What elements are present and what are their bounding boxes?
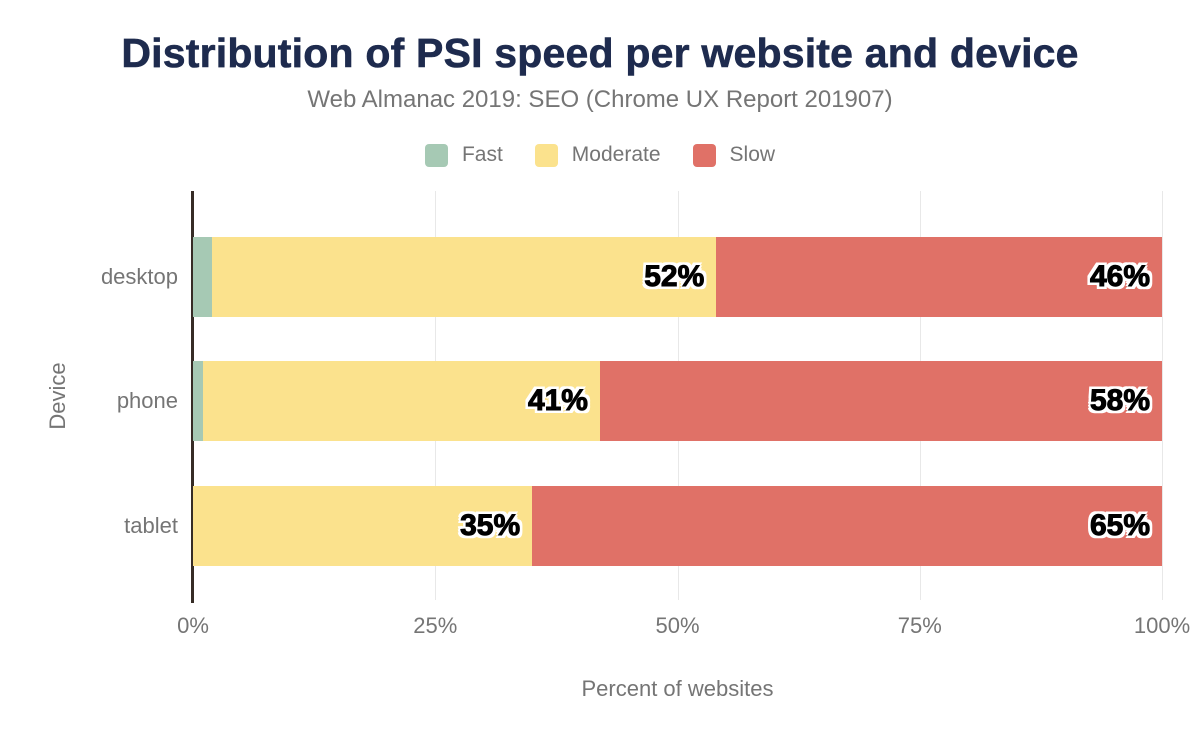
- category-label-desktop: desktop: [100, 264, 178, 289]
- x-tick-label-100pct: 100%: [1133, 613, 1191, 638]
- legend-item-fast: Fast: [424, 143, 503, 167]
- legend-swatch-slow: [692, 143, 716, 167]
- x-tick-label-50pct: 50%: [655, 613, 700, 638]
- bar-row-tablet: 0%35%65%: [193, 486, 1162, 566]
- x-tick-label-75pct: 75%: [897, 613, 942, 638]
- legend-label-moderate: Moderate: [571, 143, 661, 166]
- legend-label-fast: Fast: [461, 143, 503, 166]
- x-axis-title: Percent of websites: [581, 676, 774, 701]
- bar-row-desktop: 2%52%46%: [193, 237, 1162, 317]
- bar-segment-tablet-slow: [532, 486, 1162, 566]
- legend-label-slow: Slow: [729, 143, 776, 166]
- x-tick-label-25pct: 25%: [413, 613, 458, 638]
- gridline-100pct: [1162, 191, 1163, 600]
- bar-segment-phone-moderate: [202, 361, 600, 441]
- bar-row-phone: 1%41%58%: [193, 361, 1162, 441]
- y-axis-title: Device: [45, 362, 70, 430]
- value-label-tablet-moderate: 35%: [460, 509, 521, 543]
- category-label-tablet: tablet: [124, 513, 178, 538]
- legend-swatch-fast: [424, 143, 448, 167]
- value-label-phone-moderate: 41%: [527, 384, 588, 418]
- category-label-phone: phone: [116, 388, 178, 413]
- value-label-desktop-moderate: 52%: [644, 260, 705, 294]
- bar-segment-desktop-slow: [716, 237, 1162, 317]
- plot-area: 2%52%46%1%41%58%0%35%65%: [193, 191, 1163, 600]
- value-label-tablet-slow: 65%: [1089, 509, 1150, 543]
- legend-item-slow: Slow: [692, 143, 776, 167]
- bar-segment-phone-fast: [193, 361, 203, 441]
- bar-segment-desktop-fast: [193, 237, 213, 317]
- value-label-desktop-slow: 46%: [1089, 260, 1150, 294]
- bar-segment-desktop-moderate: [212, 237, 717, 317]
- legend-swatch-moderate: [534, 143, 558, 167]
- value-label-phone-slow: 58%: [1089, 384, 1150, 418]
- chart-subtitle: Web Almanac 2019: SEO (Chrome UX Report …: [307, 86, 893, 113]
- chart-title: Distribution of PSI speed per website an…: [121, 30, 1079, 77]
- x-tick-label-0pct: 0%: [177, 613, 209, 638]
- legend: Fast Moderate Slow: [0, 143, 1200, 167]
- bar-segment-phone-slow: [599, 361, 1162, 441]
- legend-item-moderate: Moderate: [534, 143, 661, 167]
- bar-segment-tablet-moderate: [193, 486, 533, 566]
- y-axis-line: [191, 191, 194, 603]
